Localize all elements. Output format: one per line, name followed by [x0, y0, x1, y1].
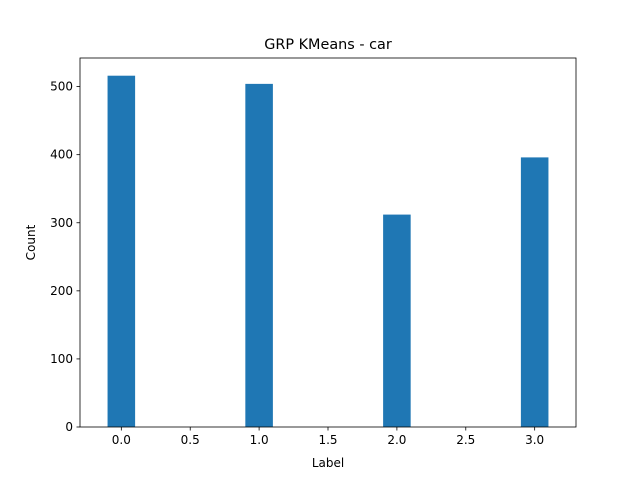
plot-frame — [79, 57, 577, 428]
y-tick-label: 400 — [50, 148, 73, 162]
y-tick-label: 0 — [65, 420, 73, 434]
x-tick-label: 0.0 — [112, 433, 131, 447]
y-tick-label: 200 — [50, 284, 73, 298]
x-tick-label: 0.5 — [181, 433, 200, 447]
bars-group — [107, 75, 549, 427]
bar — [245, 83, 273, 427]
x-tick-label: 2.0 — [387, 433, 406, 447]
bar — [107, 75, 136, 427]
bar — [520, 157, 549, 427]
x-tick-label: 2.5 — [456, 433, 475, 447]
y-tick-label: 500 — [50, 80, 73, 94]
x-tick-label: 3.0 — [525, 433, 544, 447]
y-tick-label: 300 — [50, 216, 73, 230]
y-tick-label: 100 — [50, 352, 73, 366]
y-axis-ticks: 0 100 200 300 400 500 — [50, 80, 80, 434]
x-tick-label: 1.0 — [250, 433, 269, 447]
x-axis-label: Label — [312, 456, 344, 470]
x-tick-label: 1.5 — [318, 433, 337, 447]
x-axis-ticks: 0.0 0.5 1.0 1.5 2.0 2.5 3.0 — [112, 427, 544, 447]
bar — [383, 214, 411, 427]
chart-title: GRP KMeans - car — [264, 37, 392, 53]
y-axis-label: Count — [24, 224, 38, 260]
